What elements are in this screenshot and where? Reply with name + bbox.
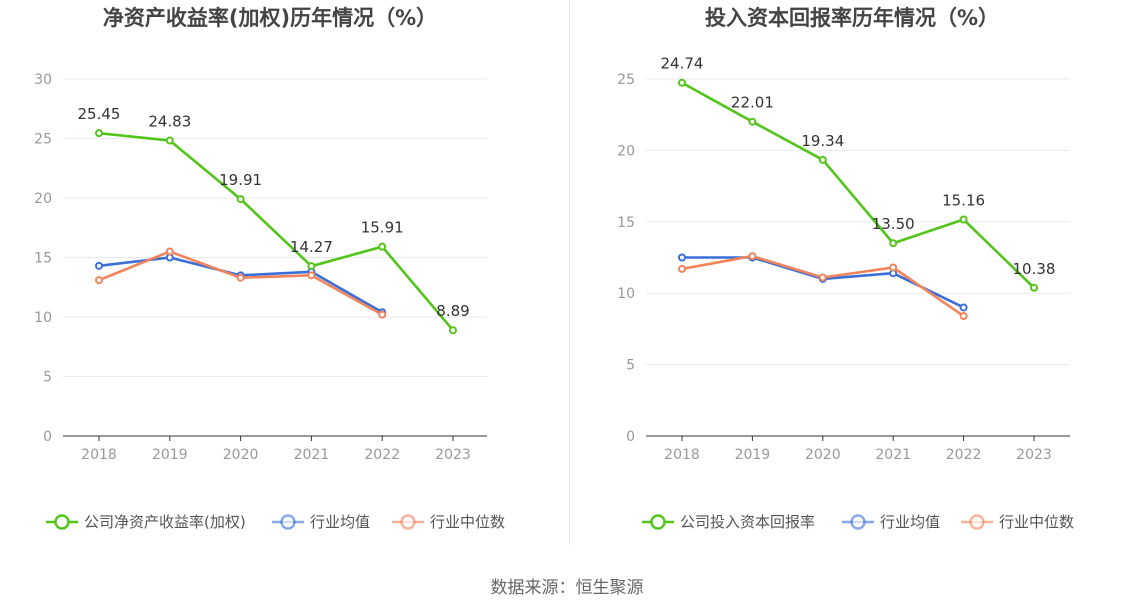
source-note: 数据来源：恒生聚源: [490, 578, 644, 598]
data-point-company: [307, 262, 316, 271]
x-tick-label: 2023: [435, 447, 471, 463]
data-point-industry-median: [748, 252, 757, 261]
data-label: 24.74: [661, 55, 704, 73]
legend-item-industry-avg: 行业均值: [842, 513, 940, 531]
y-tick-label: 0: [626, 429, 635, 445]
x-tick-label: 2023: [1016, 447, 1052, 463]
data-point-industry-median: [959, 312, 968, 321]
data-point-company: [165, 136, 174, 145]
y-tick-label: 25: [34, 132, 52, 148]
x-tick-label: 2019: [735, 447, 771, 463]
y-tick-label: 5: [626, 358, 635, 374]
data-point-company: [959, 215, 968, 224]
x-tick-label: 2021: [294, 447, 330, 463]
data-point-company: [1030, 283, 1038, 292]
data-point-company: [95, 129, 103, 138]
y-tick-label: 20: [617, 143, 635, 159]
series-line-company: [681, 81, 1035, 289]
x-tick-label: 2018: [664, 447, 700, 463]
data-point-industry-avg: [95, 261, 103, 270]
data-point-company: [678, 78, 686, 87]
legend-marker: [969, 514, 985, 530]
data-label: 8.89: [436, 302, 469, 320]
legend-label: 公司投入资本回报率: [680, 513, 815, 531]
data-point-industry-median: [307, 271, 316, 280]
data-label: 14.27: [290, 238, 333, 256]
y-tick-label: 10: [617, 286, 635, 302]
chart-title: 投入资本回报率历年情况（%）: [705, 6, 999, 30]
data-point-industry-median: [378, 310, 387, 319]
data-point-company: [748, 117, 757, 126]
x-tick-label: 2022: [946, 447, 982, 463]
chart-title: 净资产收益率(加权)历年情况（%）: [103, 6, 437, 30]
y-tick-label: 0: [43, 429, 52, 445]
legend-item-company: 公司投入资本回报率: [642, 513, 815, 531]
data-point-industry-median: [678, 264, 686, 273]
y-tick-label: 15: [34, 251, 52, 267]
legend-marker: [650, 514, 666, 530]
y-tick-label: 10: [34, 310, 52, 326]
y-tick-label: 15: [617, 215, 635, 231]
x-tick-label: 2019: [152, 447, 188, 463]
chart-2: 投入资本回报率历年情况（%） 0 5 10 15 20 25 2018 2019 2020 2021…: [617, 6, 1074, 531]
data-point-industry-median: [818, 273, 827, 282]
legend-item-company: 公司净资产收益率(加权): [46, 513, 246, 531]
data-point-industry-avg: [959, 303, 968, 312]
y-tick-label: 30: [34, 72, 52, 88]
chart-1: 净资产收益率(加权)历年情况（%） 0 5 10 15 20 25 30 2018 2019 202…: [34, 6, 505, 531]
data-point-industry-median: [165, 247, 174, 256]
data-point-company: [236, 195, 245, 204]
data-point-company: [449, 326, 457, 335]
legend-label: 行业均值: [880, 513, 940, 531]
data-point-industry-median: [236, 273, 245, 282]
data-point-company: [378, 242, 387, 251]
legend-item-industry-median: 行业中位数: [961, 513, 1074, 531]
data-point-industry-median: [889, 263, 898, 272]
series-line-industry-avg: [98, 256, 383, 314]
x-tick-label: 2020: [223, 447, 259, 463]
data-label: 15.16: [942, 192, 985, 210]
data-label: 19.91: [219, 171, 262, 189]
legend-marker: [54, 514, 70, 530]
legend-label: 行业中位数: [430, 513, 505, 531]
legend-marker: [400, 514, 416, 530]
legend-marker: [280, 514, 296, 530]
data-label: 15.91: [361, 219, 404, 237]
legend-marker: [850, 514, 866, 530]
data-point-industry-median: [95, 276, 103, 285]
data-point-industry-avg: [678, 253, 686, 262]
legend-label: 行业均值: [310, 513, 370, 531]
data-label: 25.45: [78, 105, 121, 123]
data-point-company: [889, 239, 898, 248]
data-label: 24.83: [148, 113, 191, 131]
data-label: 13.50: [872, 215, 915, 233]
legend-label: 行业中位数: [999, 513, 1074, 531]
chart-divider: [569, 0, 570, 545]
data-label: 19.34: [801, 132, 844, 150]
y-tick-label: 5: [43, 370, 52, 386]
data-label: 10.38: [1013, 260, 1056, 278]
series-line-industry-median: [681, 254, 965, 318]
data-point-company: [818, 155, 827, 164]
y-tick-label: 25: [617, 72, 635, 88]
y-tick-label: 20: [34, 191, 52, 207]
series-line-company: [98, 131, 454, 332]
legend-item-industry-avg: 行业均值: [272, 513, 370, 531]
x-tick-label: 2021: [875, 447, 911, 463]
data-label: 22.01: [731, 94, 774, 112]
legend-item-industry-median: 行业中位数: [392, 513, 505, 531]
x-tick-label: 2022: [364, 447, 400, 463]
x-tick-label: 2018: [81, 447, 117, 463]
legend-label: 公司净资产收益率(加权): [84, 513, 246, 531]
x-tick-label: 2020: [805, 447, 841, 463]
